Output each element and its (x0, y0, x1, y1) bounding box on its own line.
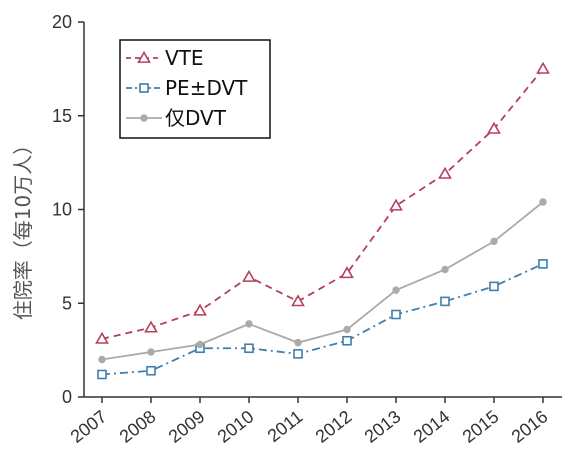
x-tick-label: 2009 (165, 406, 209, 446)
x-tick-label: 2012 (312, 406, 356, 446)
data-point (244, 343, 254, 354)
legend: VTE PE±DVT 仅DVT (119, 39, 271, 139)
y-tick-label: 5 (62, 293, 72, 313)
series-line (101, 263, 544, 376)
legend-label: 仅DVT (165, 106, 227, 130)
data-point (294, 338, 302, 347)
data-point (97, 369, 107, 380)
data-point (293, 349, 303, 359)
series-1 (97, 259, 548, 380)
series-layer (95, 61, 550, 380)
y-axis-ticks: 0 5 10 15 20 (52, 12, 84, 407)
data-point (242, 269, 256, 282)
data-point (391, 309, 401, 320)
legend-label: VTE (165, 46, 204, 70)
data-point (95, 331, 109, 344)
data-point (144, 320, 158, 333)
data-point (245, 320, 253, 328)
legend-swatch-marker (139, 83, 149, 93)
y-tick-label: 20 (52, 12, 72, 32)
data-point (538, 259, 548, 269)
y-tick-label: 10 (52, 200, 72, 220)
series-0 (95, 61, 550, 344)
x-tick-label: 2007 (67, 406, 111, 446)
x-tick-label: 2014 (410, 406, 454, 446)
legend-swatch-marker (140, 114, 148, 122)
y-tick-label: 15 (52, 106, 72, 126)
y-axis-label: 住院率（每10万人） (11, 135, 35, 320)
legend-swatch-marker (137, 50, 151, 63)
data-point (539, 198, 547, 206)
data-point (440, 296, 450, 307)
data-point (438, 166, 452, 179)
x-tick-label: 2016 (508, 406, 552, 446)
data-point (389, 198, 403, 211)
x-tick-label: 2008 (116, 406, 160, 446)
data-point (340, 266, 354, 279)
data-point (146, 365, 156, 376)
series-line (101, 68, 544, 340)
data-point (342, 335, 352, 346)
data-point (536, 61, 550, 74)
x-axis-ticks: 2007 2008 2009 2010 2011 2012 2013 2014 2015 2016 (67, 397, 552, 447)
series-2 (98, 198, 547, 364)
data-point (98, 355, 106, 364)
series-line (101, 201, 544, 361)
legend-label: PE±DVT (165, 76, 248, 100)
data-point (489, 281, 499, 292)
data-point (441, 265, 449, 274)
x-tick-label: 2015 (459, 406, 503, 446)
data-point (487, 121, 501, 134)
y-tick-label: 0 (62, 387, 72, 407)
data-point (147, 348, 155, 356)
x-tick-label: 2013 (361, 406, 405, 446)
data-point (490, 237, 498, 246)
data-point (343, 325, 351, 334)
x-tick-label: 2011 (264, 406, 307, 446)
x-tick-label: 2010 (214, 406, 258, 446)
data-point (291, 294, 305, 307)
data-point (196, 340, 204, 349)
data-point (193, 303, 207, 316)
data-point (392, 286, 400, 294)
